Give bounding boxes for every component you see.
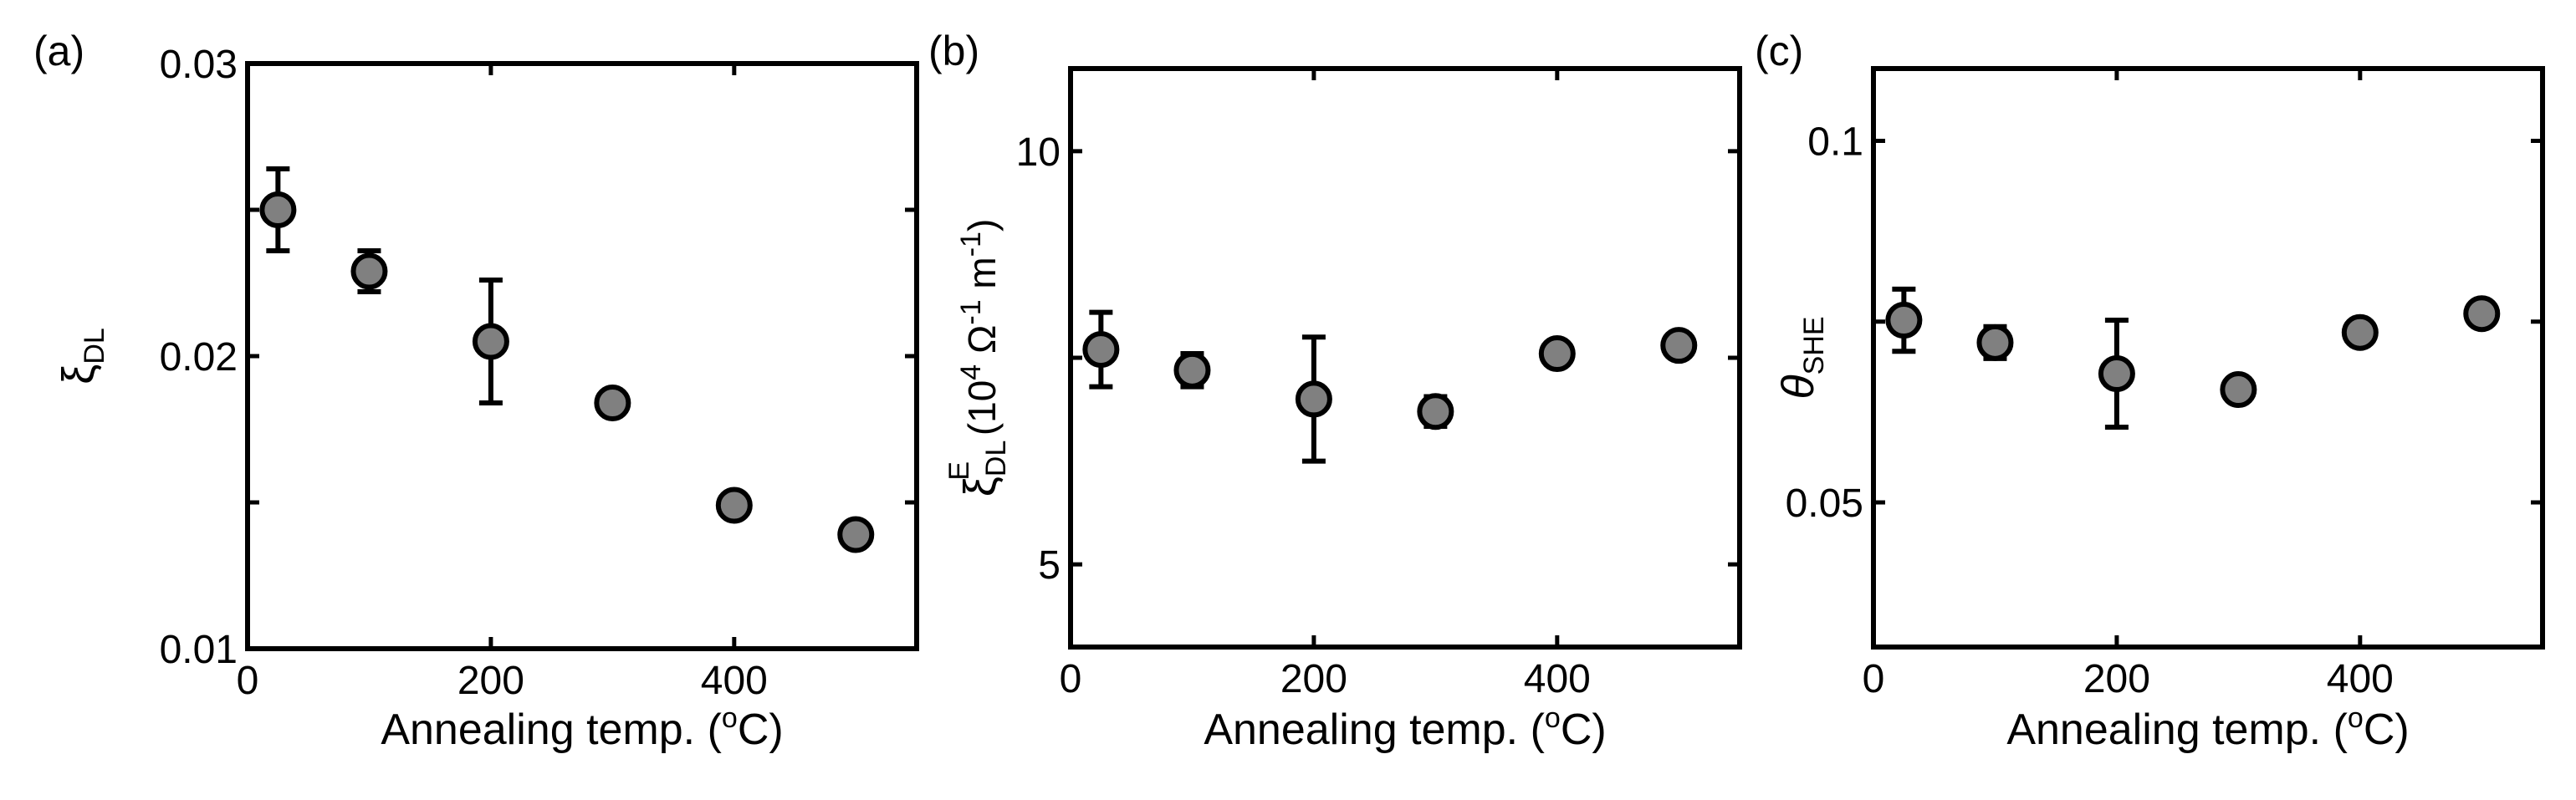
panel-a-data-point xyxy=(594,385,631,421)
panel-b-data-point xyxy=(1660,327,1698,364)
panel-c-data-point xyxy=(1885,302,1923,339)
panel-c-label: (c) xyxy=(1755,28,1803,74)
panel-a-data-layer: 0 200 400 0.01 0.02 0.03 xyxy=(160,43,917,703)
panel-a-data-point xyxy=(837,516,875,553)
panel-c-data-point xyxy=(1976,324,2014,361)
panel-a-data-point xyxy=(715,487,753,524)
panel-a-x-tick-label: 400 xyxy=(701,659,768,703)
panel-b-data-point xyxy=(1082,331,1120,369)
panel-a-data-point xyxy=(472,323,509,360)
panel-a-label: (a) xyxy=(33,28,84,74)
panel-b-x-axis-label: Annealing temp. (oC) xyxy=(1204,702,1606,754)
panel-b-x-tick-label: 200 xyxy=(1280,657,1347,701)
panel-a-y-tick-label: 0.01 xyxy=(160,628,238,672)
panel-b-y-tick-label: 5 xyxy=(1038,543,1061,588)
panel-c-y-axis-label: θSHE xyxy=(1773,316,1830,399)
panel-a-data-point xyxy=(350,252,388,290)
panel-c-x-tick-label: 0 xyxy=(1863,657,1885,701)
panel-a-x-axis-label: Annealing temp. (oC) xyxy=(381,702,783,754)
panel-c-data-layer: 0 200 400 0.05 0.1 xyxy=(1786,69,2543,701)
svg-text:ξDLE (104 Ω-1 m-1): ξDLE (104 Ω-1 m-1) xyxy=(943,219,1012,497)
panel-b-data-point xyxy=(1417,393,1454,431)
svg-text:θSHE: θSHE xyxy=(1773,316,1830,399)
panel-c-y-tick-label: 0.05 xyxy=(1786,482,1863,526)
panel-b-data-point xyxy=(1295,380,1332,418)
panel-c-data-point xyxy=(2341,313,2379,351)
panel-a-data-point xyxy=(259,191,297,228)
panel-a-y-tick-label: 0.02 xyxy=(160,335,238,380)
panel-c-y-tick-label: 0.1 xyxy=(1807,120,1863,165)
panel-b-data-point xyxy=(1538,335,1576,373)
panel-a: (a) 0 200 400 0.01 0.02 0.03 Annealing temp. … xyxy=(33,28,919,754)
panel-b-y-tick-label: 10 xyxy=(1016,130,1061,175)
panel-b-label: (b) xyxy=(928,28,979,74)
panel-c-x-tick-label: 200 xyxy=(2083,657,2150,701)
panel-a-y-tick-label: 0.03 xyxy=(160,43,238,87)
panel-c-data-point xyxy=(2463,295,2501,333)
panel-c-plot-area xyxy=(1871,66,2545,650)
panel-a-plot-area xyxy=(245,61,919,651)
panel-c-x-tick-label: 400 xyxy=(2327,657,2394,701)
panel-c-x-axis-label: Annealing temp. (oC) xyxy=(2006,702,2409,754)
panel-b-y-axis-label: ξDLE (104 Ω-1 m-1) xyxy=(943,219,1012,497)
panel-c-data-point xyxy=(2098,355,2135,393)
panel-c-data-point xyxy=(2220,371,2257,409)
panel-b-plot-area xyxy=(1068,66,1742,650)
panel-a-y-axis-label: ξDL xyxy=(54,328,110,385)
panel-b-data-layer: 0 200 400 5 10 xyxy=(1016,69,1740,701)
panel-b-data-point xyxy=(1173,351,1211,389)
panel-b-x-tick-label: 0 xyxy=(1060,657,1082,701)
panel-a-x-tick-label: 200 xyxy=(457,659,524,703)
panel-b-x-tick-label: 400 xyxy=(1524,657,1591,701)
panel-a-x-tick-label: 0 xyxy=(237,659,259,703)
panel-b: (b) 0 200 400 5 10 Annealing temp. (oC) ξDLE… xyxy=(928,28,1742,754)
svg-text:ξDL: ξDL xyxy=(54,328,110,385)
